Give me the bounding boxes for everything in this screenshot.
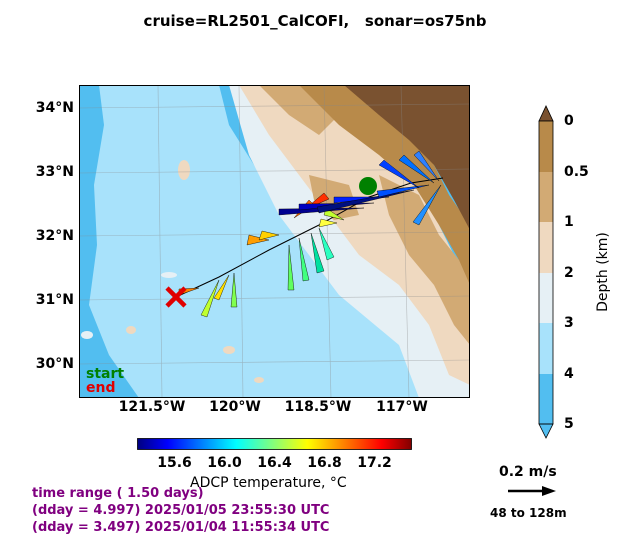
velocity-arrow (316, 189, 415, 214)
depth-tick: 0 (564, 113, 574, 129)
velocity-arrow (318, 218, 338, 228)
depth-tick: 0.5 (564, 164, 589, 180)
legend-start: start (86, 366, 125, 382)
lat-label: 34°N (35, 100, 74, 116)
temperature-tick: 15.6 (157, 455, 192, 471)
time-range-text: time range ( 1.50 days) (32, 486, 204, 501)
depth-colorbar (538, 105, 554, 439)
colorbar-top-extend (538, 105, 554, 122)
temperature-colorbar-label: ADCP temperature, °C (190, 475, 347, 491)
lat-label: 30°N (35, 356, 74, 372)
velocity-arrow (200, 279, 220, 318)
depth-tick: 3 (564, 315, 574, 331)
depth-tick: 5 (564, 416, 574, 432)
lat-label: 32°N (35, 228, 74, 244)
coastal-band (299, 85, 470, 285)
depth-band (539, 121, 553, 172)
velocity-arrow (376, 184, 430, 198)
page-title: cruise=RL2501_CalCOFI, sonar=os75nb (143, 12, 487, 30)
depth-band (539, 172, 553, 222)
lon-label: 120°W (209, 399, 261, 415)
depth-band (539, 374, 553, 424)
velocity-arrows (178, 150, 442, 318)
scale-label: 0.2 m/s (499, 464, 557, 480)
map-plot (79, 85, 470, 398)
temperature-tick: 17.2 (357, 455, 392, 471)
map-frame (79, 85, 470, 398)
land (344, 85, 470, 230)
velocity-arrow (298, 237, 310, 282)
temperature-tick: 16.4 (257, 455, 292, 471)
seamount (254, 377, 264, 383)
lon-label: 121.5°W (118, 399, 186, 415)
start-time-text: (dday = 3.497) 2025/01/04 11:55:34 UTC (32, 520, 330, 535)
legend-end: end (86, 380, 116, 396)
temperature-colorbar (137, 438, 412, 450)
end-marker (165, 286, 187, 308)
depth-band (539, 273, 553, 323)
velocity-arrow (413, 150, 440, 182)
velocity-arrow (318, 227, 335, 261)
velocity-arrow (246, 234, 270, 246)
lat-label: 33°N (35, 164, 74, 180)
velocity-arrow (412, 184, 442, 226)
depth-band (539, 323, 553, 374)
seamount (81, 331, 93, 339)
seamount (126, 326, 136, 334)
scale-arrow (508, 486, 556, 496)
temperature-tick: 16.8 (307, 455, 342, 471)
seamount (223, 346, 235, 354)
depth-range-text: 48 to 128m (490, 506, 567, 520)
velocity-arrow (213, 274, 230, 301)
velocity-arrow (258, 230, 280, 241)
lon-label: 117°W (376, 399, 428, 415)
temperature-tick: 16.0 (207, 455, 242, 471)
seamount (161, 272, 177, 278)
lat-label: 31°N (35, 292, 74, 308)
temperature-gradient (137, 438, 412, 450)
lon-label: 118.5°W (284, 399, 352, 415)
colorbar-frame (538, 120, 554, 425)
shelf-1-2km (239, 85, 470, 385)
velocity-arrow (310, 232, 325, 274)
shelf-patch (379, 175, 470, 345)
start-marker (359, 177, 377, 195)
velocity-arrow (287, 244, 295, 291)
seamount (178, 160, 190, 180)
depth-tick: 2 (564, 265, 574, 281)
end-time-text: (dday = 4.997) 2025/01/05 23:55:30 UTC (32, 503, 330, 518)
depth-tick: 1 (564, 214, 574, 230)
colorbar-bottom-extend (538, 423, 554, 439)
depth-band (539, 222, 553, 273)
velocity-arrow (230, 272, 238, 308)
velocity-arrow (398, 154, 435, 184)
depth-colorbar-label: Depth (km) (595, 232, 611, 312)
velocity-arrow (378, 159, 420, 189)
depth-tick: 4 (564, 366, 574, 382)
